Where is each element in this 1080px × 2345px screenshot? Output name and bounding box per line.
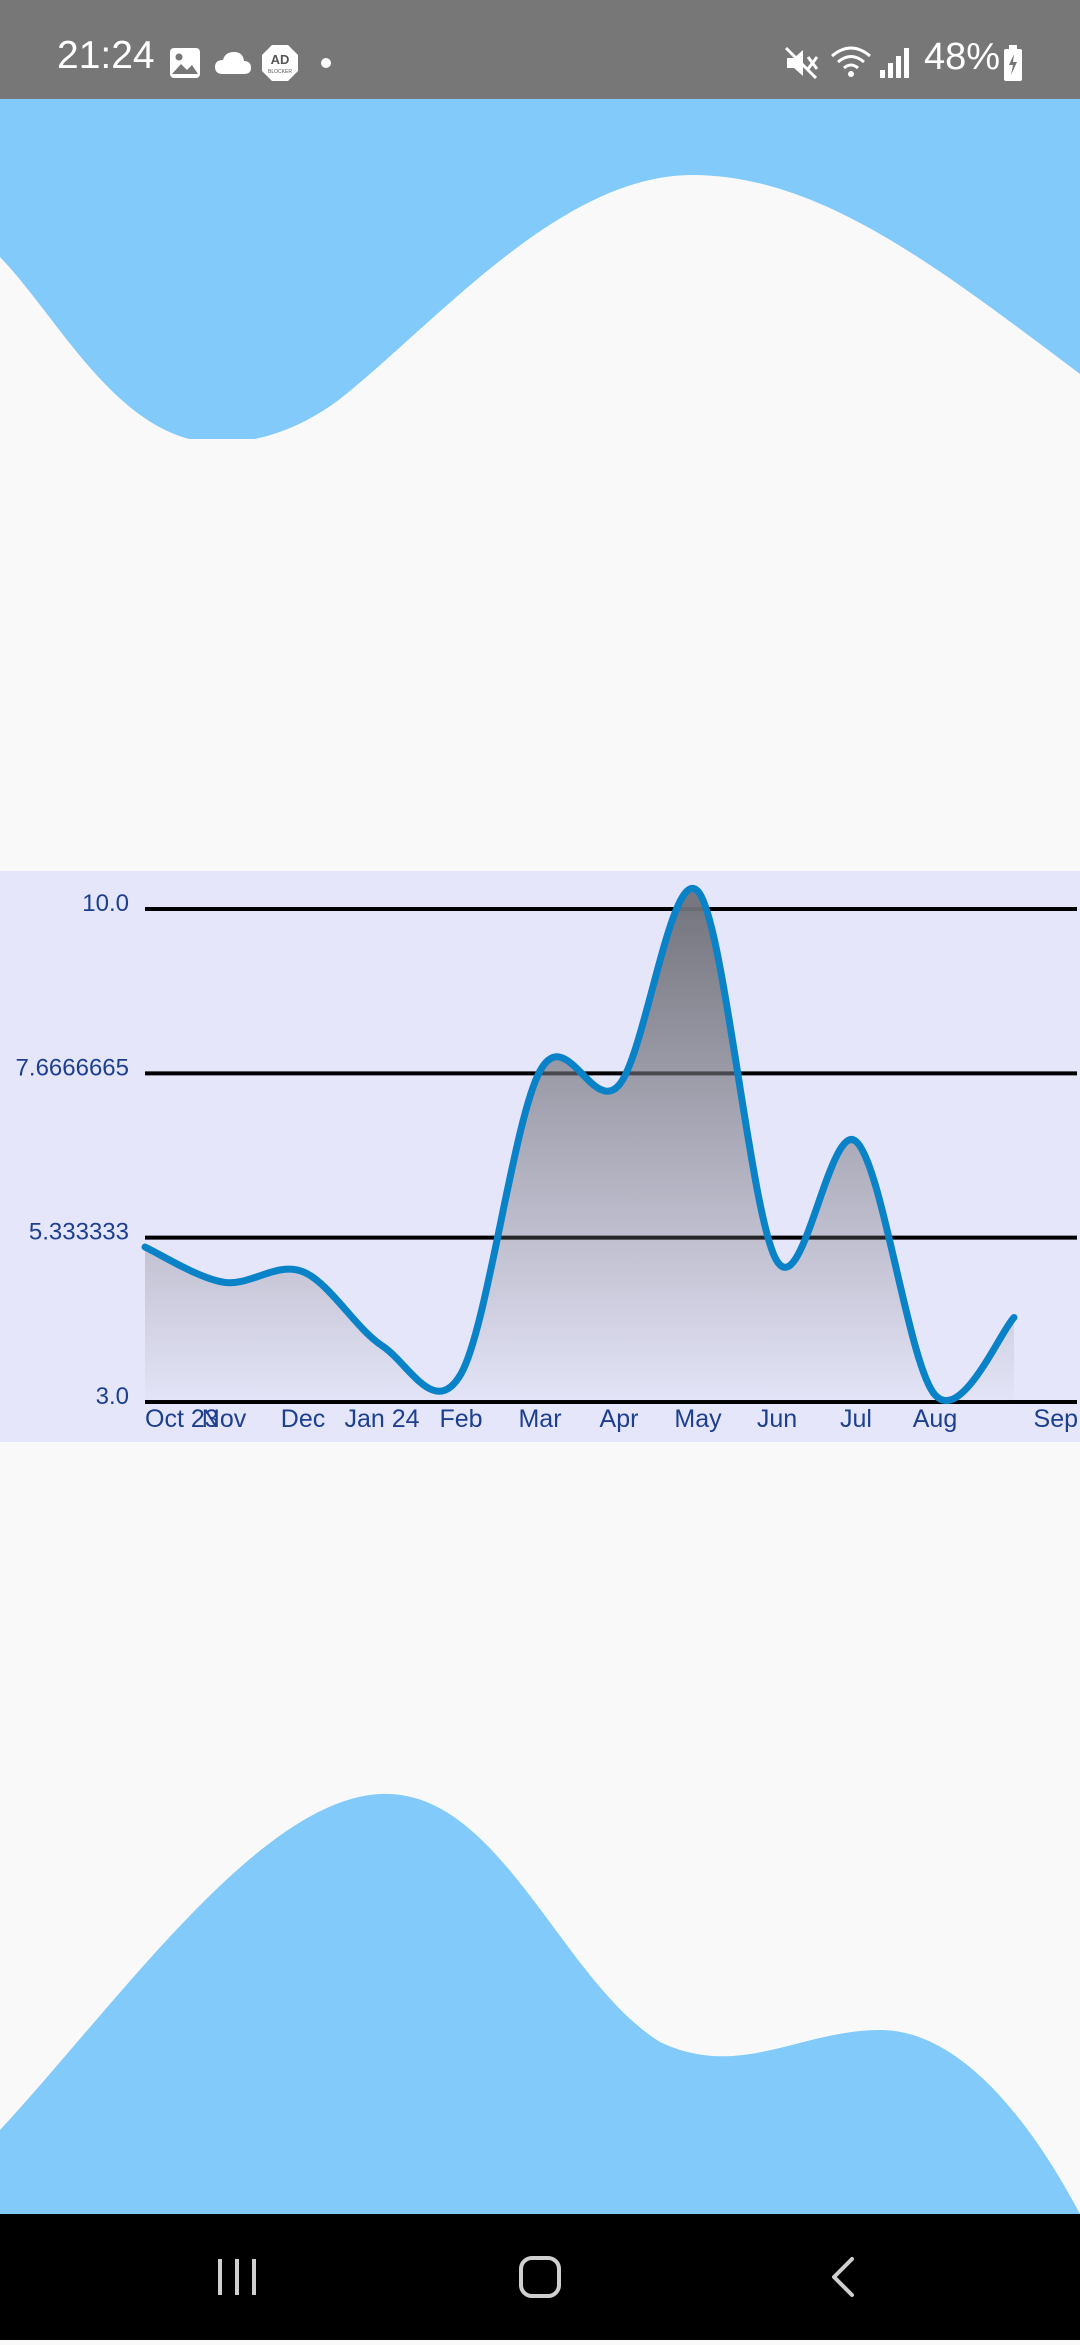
y-tick-label: 7.6666665 [16, 1054, 129, 1081]
dot-icon [321, 58, 331, 68]
status-bar: 21:24 AD BLOCKER 48% [0, 0, 1080, 99]
line-chart: 10.0 7.6666665 5.333333 3.0 Oct 23 Nov Dec Jan… [0, 871, 1080, 1442]
recents-button[interactable] [137, 2214, 337, 2340]
x-tick-label: Nov [202, 1405, 247, 1433]
mute-icon [784, 46, 819, 80]
x-tick-label: Oct 23 [145, 1405, 219, 1433]
x-tick-label: Dec [281, 1405, 325, 1433]
navigation-bar [0, 2214, 1080, 2340]
cloud-icon [215, 52, 251, 74]
series-line [141, 884, 1018, 1404]
status-time: 21:24 [57, 34, 155, 77]
x-tick-label: Jan 24 [344, 1405, 419, 1433]
bottom-wave-decoration [0, 1793, 1080, 2214]
y-tick-label: 5.333333 [29, 1219, 129, 1246]
ad-blocker-sublabel: BLOCKER [268, 69, 292, 75]
series-area-fill [145, 888, 1014, 1402]
battery-icon [1004, 45, 1022, 81]
x-tick-label: Mar [518, 1405, 561, 1433]
back-button[interactable] [742, 2214, 942, 2340]
ad-blocker-icon: AD BLOCKER [262, 45, 298, 81]
y-tick-label: 3.0 [96, 1383, 129, 1410]
home-button[interactable] [440, 2214, 640, 2340]
battery-percent: 48% [924, 36, 1001, 78]
top-wave-decoration [0, 99, 1080, 439]
image-icon [170, 48, 200, 78]
signal-icon [880, 48, 909, 78]
x-tick-label: Aug [913, 1405, 957, 1433]
wifi-icon [831, 46, 871, 77]
x-tick-label: Jul [840, 1405, 872, 1433]
x-tick-label: Sep [1034, 1405, 1078, 1433]
x-tick-label: May [674, 1405, 722, 1433]
home-icon [519, 2256, 561, 2298]
y-tick-label: 10.0 [82, 890, 129, 917]
back-icon [832, 2257, 854, 2297]
x-tick-label: Jun [757, 1405, 797, 1433]
recents-icon [218, 2259, 256, 2295]
x-tick-label: Feb [439, 1405, 482, 1433]
ad-blocker-label: AD [271, 52, 290, 67]
x-tick-label: Apr [600, 1405, 639, 1433]
